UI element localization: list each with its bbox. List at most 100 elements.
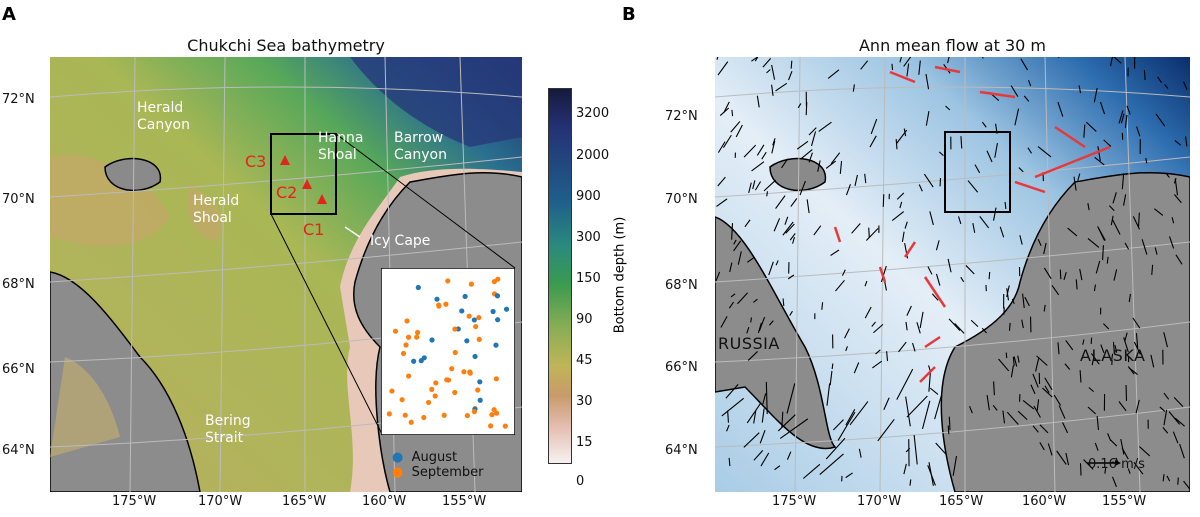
flow-arrow (935, 442, 947, 455)
label-station-c2: C2 (276, 183, 298, 202)
flow-arrow (1169, 236, 1175, 249)
flow-arrow (753, 410, 757, 424)
flow-arrow (1163, 409, 1168, 426)
flow-arrow (1136, 126, 1141, 137)
flow-arrow (754, 181, 762, 191)
flow-arrow (737, 251, 742, 265)
flow-arrow (872, 360, 883, 369)
herald-shoal (187, 187, 222, 242)
flow-arrow (948, 416, 951, 431)
flow-arrow (817, 160, 821, 172)
flow-arrow (864, 173, 867, 184)
september-station-dot (392, 328, 399, 334)
september-station-dot (476, 336, 482, 342)
flow-arrow (929, 211, 934, 226)
flow-arrow (818, 121, 832, 132)
flow-arrow (925, 73, 930, 90)
flow-arrow (981, 121, 987, 128)
flow-arrow (1044, 385, 1050, 393)
flow-arrow (1128, 367, 1138, 376)
flow-arrow (1139, 446, 1151, 457)
colorbar-tick: 2000 (576, 148, 610, 163)
flow-arrow (974, 164, 981, 174)
flow-arrow (781, 158, 789, 169)
legend-item-september: ● September (392, 465, 484, 480)
september-station-dot (466, 313, 472, 319)
label-herald-canyon: Herald Canyon (137, 100, 190, 133)
colorbar-tick: 15 (576, 435, 593, 450)
flow-arrow (821, 302, 824, 310)
flow-arrow (873, 323, 884, 334)
flow-arrow (923, 173, 934, 188)
flow-arrow (1091, 353, 1100, 365)
flow-arrow (748, 182, 752, 193)
september-station-dot (404, 318, 410, 324)
lat-label: 68°N (665, 278, 698, 293)
september-station-dot (436, 303, 442, 309)
flow-arrow (851, 223, 861, 234)
flow-arrow (752, 180, 756, 190)
flow-arrow (1056, 450, 1067, 465)
flow-arrow (875, 349, 881, 355)
flow-arrow (788, 71, 793, 81)
flow-arrow (1010, 365, 1014, 378)
lat-label: 66°N (665, 360, 698, 375)
flow-arrow (1157, 76, 1163, 83)
flow-arrow (1032, 425, 1039, 433)
flow-arrow (1047, 443, 1053, 456)
flow-arrow (1096, 416, 1100, 430)
flow-arrow (786, 383, 796, 414)
flow-arrow (994, 142, 998, 158)
flow-arrow (1163, 392, 1170, 400)
september-station-dot (473, 323, 479, 330)
study-region-box (944, 131, 1011, 213)
flow-arrow (871, 321, 876, 327)
flow-arrow (1006, 285, 1010, 298)
flow-arrow (746, 326, 750, 334)
flow-arrow (1028, 80, 1032, 87)
flow-arrow (1022, 293, 1025, 308)
lon-label: 170°W (198, 494, 243, 509)
flow-arrow (1165, 172, 1170, 178)
zoom-line (335, 133, 516, 269)
lon-label: 175°W (112, 494, 157, 509)
september-station-dot (441, 412, 447, 418)
flow-arrow (726, 424, 730, 432)
flow-arrow (1010, 85, 1019, 97)
highlight-flow-arrow (979, 90, 1016, 99)
august-station-dot (493, 342, 499, 348)
flow-arrow (830, 249, 840, 256)
flow-arrow (1037, 238, 1042, 247)
flow-arrow (773, 218, 781, 232)
september-station-dot (400, 350, 407, 357)
flow-arrow (729, 262, 733, 273)
flow-arrow (765, 381, 768, 415)
flow-arrow (1087, 406, 1096, 415)
lat-label: 72°N (2, 92, 35, 107)
flow-arrow (925, 111, 930, 126)
september-station-dot (389, 388, 395, 394)
label-barrow-canyon: Barrow Canyon (394, 130, 447, 163)
september-station-dot (403, 342, 409, 348)
flow-arrow (845, 472, 853, 479)
flow-arrow (825, 437, 846, 460)
flow-arrow (1143, 70, 1146, 80)
flow-arrow (864, 306, 872, 319)
september-station-dot (405, 334, 412, 340)
september-station-dot (489, 412, 495, 418)
flow-arrow (789, 310, 793, 316)
flow-arrow (903, 463, 907, 475)
august-station-dot (472, 353, 478, 360)
flow-arrow (844, 328, 850, 339)
flow-arrow (781, 411, 784, 428)
flow-arrow (730, 121, 741, 133)
flow-arrow (865, 228, 879, 241)
flow-arrow (880, 265, 887, 283)
flow-arrow (1110, 57, 1113, 67)
flow-arrow (934, 395, 942, 420)
flow-arrow (1111, 476, 1117, 488)
flow-arrow (1118, 401, 1127, 412)
flow-arrow (1171, 217, 1175, 224)
flow-arrow (775, 260, 779, 266)
flow-arrow (912, 342, 916, 352)
